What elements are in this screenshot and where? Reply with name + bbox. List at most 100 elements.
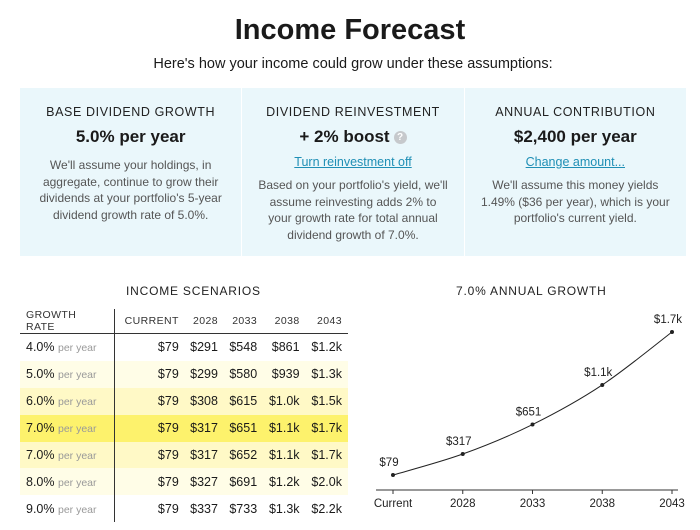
data-point	[600, 382, 605, 387]
column-header: 2038	[263, 309, 306, 334]
table-cell: $308	[184, 387, 224, 415]
growth-rate-cell: 4.0% per year	[20, 333, 115, 361]
data-label: $1.1k	[584, 367, 612, 379]
table-cell: $615	[223, 387, 264, 415]
growth-rate-cell: 6.0% per year	[20, 387, 115, 415]
change-amount-link[interactable]: Change amount...	[525, 155, 625, 169]
growth-rate-value: 5.0%	[26, 367, 55, 382]
table-cell: $548	[223, 333, 264, 361]
table-cell: $691	[223, 468, 264, 496]
column-header: 2033	[223, 309, 264, 334]
table-cell: $1.3k	[305, 360, 348, 388]
income-scenarios-title: INCOME SCENARIOS	[126, 284, 261, 298]
table-row: 9.0% per year $79 $337 $733 $1.3k $2.2k	[20, 495, 348, 523]
assumption-description: We'll assume this money yields 1.49% ($3…	[480, 178, 670, 225]
growth-rate-value: 6.0%	[26, 394, 55, 409]
page-title: Income Forecast	[234, 14, 466, 46]
chart-title-label: 7.0% ANNUAL GROWTH	[456, 284, 607, 298]
data-point	[530, 422, 535, 427]
table-cell: $1.7k	[305, 414, 348, 442]
data-point	[670, 330, 674, 334]
x-tick-label: 2043	[659, 498, 685, 510]
table-cell: $2.0k	[305, 468, 348, 496]
assumption-base-growth: BASE DIVIDEND GROWTH 5.0% per year We'll…	[20, 88, 243, 256]
reinvestment-boost-value: + 2% boost	[299, 127, 390, 146]
x-tick-label: 2038	[589, 498, 615, 510]
growth-rate-value: 9.0%	[26, 501, 55, 516]
table-cell: $79	[114, 333, 185, 361]
growth-rate-value: 7.0%	[26, 421, 55, 436]
assumption-value: 5.0% per year	[75, 127, 186, 146]
x-tick-label: 2033	[520, 498, 546, 510]
assumption-label: ANNUAL CONTRIBUTION	[495, 105, 656, 119]
data-point	[391, 473, 395, 478]
table-cell: $651	[223, 414, 264, 442]
data-label: $651	[516, 407, 542, 419]
income-scenarios-table: GROWTH RATE CURRENT 2028 2033 2038 2043 …	[20, 309, 348, 523]
table-cell: $861	[263, 333, 306, 361]
table-cell: $79	[114, 387, 185, 415]
data-label: $317	[446, 436, 472, 448]
column-header: 2028	[184, 309, 224, 334]
growth-rate-value: 8.0%	[26, 474, 55, 489]
table-cell: $652	[223, 441, 264, 469]
per-year-label: per year	[57, 423, 97, 436]
table-cell: $733	[223, 495, 264, 523]
assumption-description: Based on your portfolio's yield, we'll a…	[258, 178, 448, 242]
per-year-label: per year	[57, 342, 97, 355]
x-tick-label: Current	[374, 498, 413, 510]
table-cell: $337	[184, 495, 224, 523]
table-cell: $1.2k	[263, 468, 306, 496]
table-cell: $79	[114, 360, 185, 388]
per-year-label: per year	[57, 450, 97, 462]
assumption-value: $2,400 per year	[513, 127, 637, 146]
table-cell: $939	[263, 360, 306, 388]
column-header: CURRENT	[114, 309, 185, 334]
growth-rate-value: 4.0%	[26, 340, 55, 355]
question-circle-icon[interactable]: ?	[393, 131, 407, 144]
x-tick-label: 2028	[450, 498, 476, 510]
table-row: 6.0% per year $79 $308 $615 $1.0k $1.5k	[20, 387, 348, 415]
assumption-label: DIVIDEND REINVESTMENT	[266, 105, 440, 119]
table-cell: $291	[184, 333, 224, 361]
table-cell: $1.7k	[305, 441, 348, 469]
column-header: GROWTH RATE	[20, 309, 115, 334]
growth-rate-cell: 5.0% per year	[20, 360, 115, 388]
table-cell: $79	[114, 441, 185, 469]
per-year-label: per year	[57, 396, 97, 409]
assumption-label: BASE DIVIDEND GROWTH	[46, 105, 216, 119]
table-row: 7.0% per year $79 $317 $652 $1.1k $1.7k	[20, 441, 348, 469]
per-year-label: per year	[57, 503, 97, 516]
table-cell: $317	[184, 414, 224, 442]
table-cell: $317	[184, 441, 224, 469]
growth-chart: 7.0% ANNUAL GROWTH $79Current$3172028$65…	[374, 314, 685, 510]
data-label: $79	[379, 457, 398, 469]
per-year-label: per year	[57, 476, 97, 489]
turn-reinvestment-off-link[interactable]: Turn reinvestment off	[294, 155, 412, 169]
table-row: 5.0% per year $79 $299 $580 $939 $1.3k	[20, 360, 348, 388]
table-cell: $79	[114, 468, 185, 496]
table-cell: $299	[184, 360, 224, 388]
table-cell: $2.2k	[305, 495, 348, 523]
assumption-value: + 2% boost?	[256, 127, 449, 147]
assumption-contribution: ANNUAL CONTRIBUTION $2,400 per year Chan…	[465, 88, 686, 256]
table-header-row: GROWTH RATE CURRENT 2028 2033 2038 2043	[20, 309, 348, 334]
growth-rate-cell: 8.0% per year	[20, 468, 115, 496]
assumption-reinvestment: DIVIDEND REINVESTMENT + 2% boost? Turn r…	[242, 88, 465, 256]
growth-rate-value: 7.0%	[26, 448, 55, 462]
per-year-label: per year	[57, 369, 97, 382]
table-cell: $580	[223, 360, 264, 388]
page-subtitle: Here's how your income could grow under …	[153, 56, 553, 72]
growth-rate-cell: 7.0% per year	[20, 441, 115, 469]
table-row: 8.0% per year $79 $327 $691 $1.2k $2.0k	[20, 468, 348, 496]
data-label: $1.7k	[654, 314, 682, 326]
table-cell: $1.1k	[263, 414, 306, 442]
data-point	[460, 452, 465, 457]
table-cell: $1.1k	[263, 441, 306, 469]
table-cell: $79	[114, 414, 185, 442]
table-row: 4.0% per year $79 $291 $548 $861 $1.2k	[20, 333, 348, 361]
table-cell: $1.5k	[305, 387, 348, 415]
assumptions-panel: BASE DIVIDEND GROWTH 5.0% per year We'll…	[20, 88, 686, 256]
table-cell: $1.0k	[263, 387, 306, 415]
table-cell: $327	[184, 468, 224, 496]
